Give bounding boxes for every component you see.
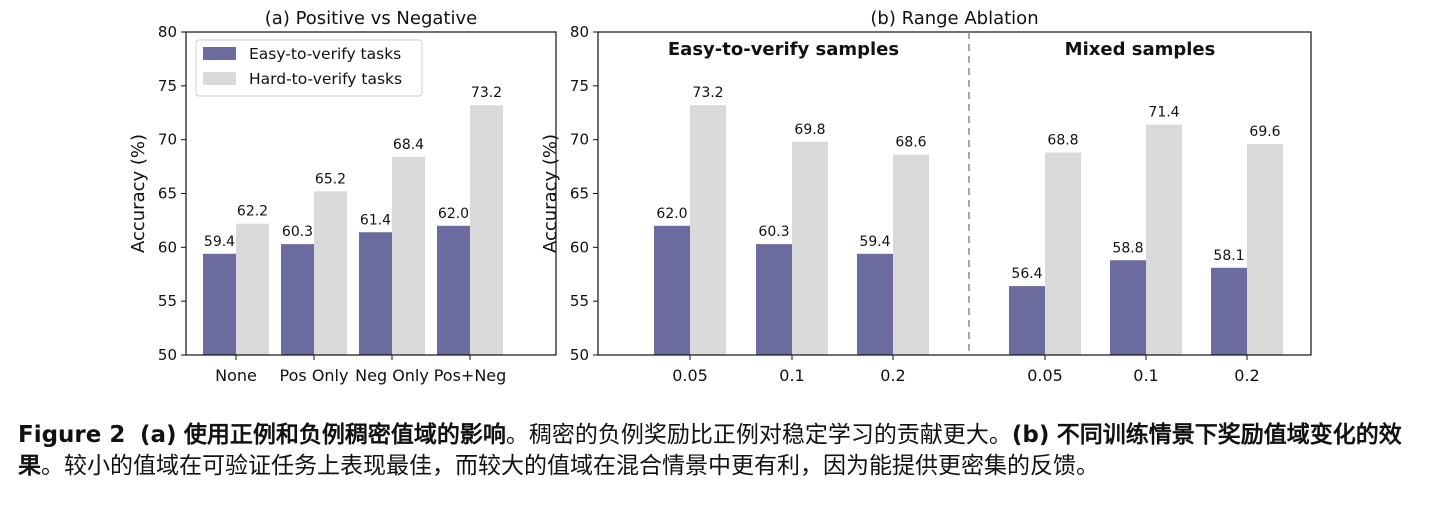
bar-hard bbox=[690, 105, 726, 355]
data-label: 56.4 bbox=[1011, 266, 1042, 282]
plot-frame bbox=[597, 31, 1312, 356]
y-tick-label: 55 bbox=[158, 292, 177, 310]
legend-box bbox=[195, 39, 423, 97]
data-label: 65.2 bbox=[315, 171, 346, 187]
y-tick-label: 55 bbox=[570, 292, 589, 310]
data-label: 58.8 bbox=[1112, 240, 1143, 256]
bar-easy bbox=[437, 225, 470, 355]
y-tick-label: 65 bbox=[158, 185, 177, 203]
data-label: 62.0 bbox=[656, 206, 687, 222]
legend-label: Hard-to-verify tasks bbox=[249, 70, 402, 88]
x-tick-label: 0.05 bbox=[1027, 366, 1063, 385]
data-label: 60.3 bbox=[758, 224, 789, 240]
x-tick-label: 0.2 bbox=[1234, 366, 1259, 385]
y-tick-label: 60 bbox=[570, 238, 589, 256]
part-b-text: 。较小的值域在可验证任务上表现最佳，而较大的值域在混合情景中更有利，因为能提供更… bbox=[41, 453, 1099, 479]
y-tick-label: 50 bbox=[158, 346, 177, 364]
y-tick-label: 80 bbox=[158, 23, 177, 41]
panel-title: Mixed samples bbox=[1065, 39, 1216, 60]
data-label: 68.8 bbox=[1047, 133, 1078, 149]
x-tick-label: Neg Only bbox=[355, 366, 429, 385]
plot-frame bbox=[185, 31, 557, 356]
data-label: 69.8 bbox=[794, 122, 825, 138]
y-tick-label: 80 bbox=[570, 23, 589, 41]
legend-label: Easy-to-verify tasks bbox=[249, 45, 401, 63]
data-label: 60.3 bbox=[282, 224, 313, 240]
y-tick-label: 65 bbox=[570, 185, 589, 203]
y-tick-label: 75 bbox=[158, 77, 177, 95]
bar-hard bbox=[392, 156, 425, 355]
chart-title: (b) Range Ablation bbox=[870, 8, 1038, 29]
data-label: 62.2 bbox=[237, 204, 268, 220]
y-axis-label: Accuracy (%) bbox=[540, 134, 561, 253]
bar-easy bbox=[1110, 260, 1146, 355]
x-tick-label: Pos Only bbox=[280, 366, 349, 385]
bar-hard bbox=[236, 223, 269, 355]
part-a-title: 使用正例和负例稠密值域的影响 bbox=[183, 422, 506, 448]
x-tick-label: Pos+Neg bbox=[434, 366, 507, 385]
part-b-label: (b) bbox=[1011, 422, 1050, 448]
bar-easy bbox=[1211, 267, 1247, 355]
part-a-label: (a) bbox=[140, 422, 177, 448]
chart-title: (a) Positive vs Negative bbox=[265, 8, 477, 29]
y-tick-label: 50 bbox=[570, 346, 589, 364]
part-a-text: 。稠密的负例奖励比正例对稳定学习的贡献更大。 bbox=[505, 422, 1012, 448]
figure-caption: Figure 2 (a) 使用正例和负例稠密值域的影响。稠密的负例奖励比正例对稳… bbox=[18, 420, 1433, 482]
part-b-title: 不同训练情景下奖励值域变化的效果 bbox=[18, 422, 1402, 479]
data-label: 58.1 bbox=[1213, 248, 1244, 264]
bar-easy bbox=[756, 244, 792, 355]
data-label: 68.4 bbox=[393, 137, 424, 153]
bar-easy bbox=[281, 244, 314, 355]
figure: (a) Positive vs Negative59.462.2None60.3… bbox=[128, 8, 1312, 385]
bar-easy bbox=[1009, 286, 1045, 355]
y-axis-label: Accuracy (%) bbox=[128, 134, 149, 253]
bar-easy bbox=[359, 232, 392, 355]
y-tick-label: 70 bbox=[158, 131, 177, 149]
bar-hard bbox=[470, 105, 503, 355]
y-tick-label: 75 bbox=[570, 77, 589, 95]
bar-easy bbox=[654, 225, 690, 355]
data-label: 73.2 bbox=[471, 85, 502, 101]
bar-hard bbox=[314, 191, 347, 355]
panel-title: Easy-to-verify samples bbox=[668, 39, 899, 60]
bar-hard bbox=[1247, 143, 1283, 355]
figure-label: Figure 2 bbox=[18, 422, 126, 448]
data-label: 69.6 bbox=[1249, 124, 1280, 140]
bar-hard bbox=[1045, 152, 1081, 355]
x-tick-label: 0.1 bbox=[779, 366, 804, 385]
x-tick-label: 0.2 bbox=[880, 366, 905, 385]
bar-hard bbox=[893, 154, 929, 355]
data-label: 73.2 bbox=[692, 85, 723, 101]
data-label: 71.4 bbox=[1148, 105, 1179, 121]
x-tick-label: 0.05 bbox=[672, 366, 708, 385]
data-label: 59.4 bbox=[859, 234, 890, 250]
data-label: 68.6 bbox=[895, 135, 926, 151]
y-tick-label: 70 bbox=[570, 131, 589, 149]
data-label: 62.0 bbox=[438, 206, 469, 222]
legend-swatch-hard bbox=[203, 72, 236, 85]
legend-swatch-easy bbox=[203, 47, 236, 60]
bar-easy bbox=[857, 253, 893, 355]
bar-hard bbox=[1146, 124, 1182, 356]
data-label: 59.4 bbox=[204, 234, 235, 250]
bar-hard bbox=[792, 141, 828, 355]
y-tick-label: 60 bbox=[158, 238, 177, 256]
x-tick-label: 0.1 bbox=[1133, 366, 1158, 385]
x-tick-label: None bbox=[215, 366, 257, 385]
bar-easy bbox=[203, 253, 236, 355]
data-label: 61.4 bbox=[360, 212, 391, 228]
